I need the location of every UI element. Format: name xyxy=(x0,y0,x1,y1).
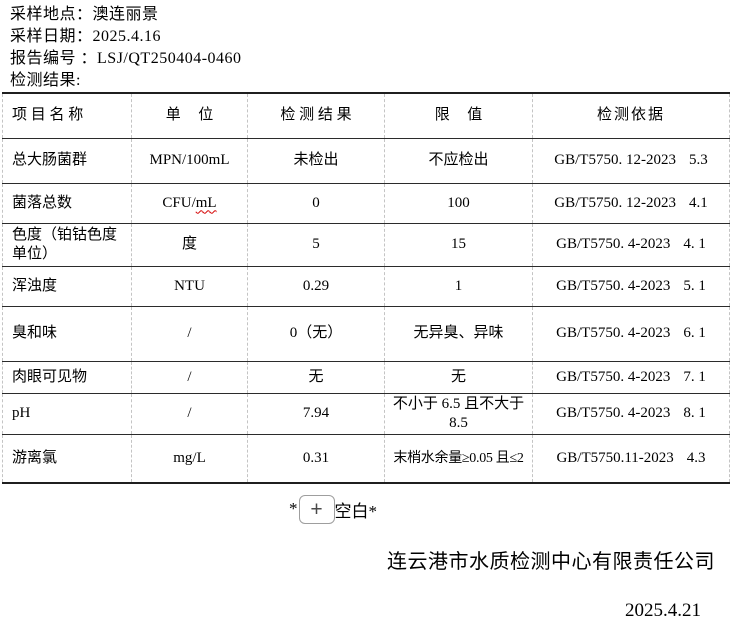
method-clause: 5.3 xyxy=(688,152,708,168)
result-cell: 无 xyxy=(247,361,385,394)
method-clause: 4.3 xyxy=(686,449,706,466)
blank-marker-text: 空白* xyxy=(334,501,378,521)
limit-cell: 末梢水余量≥0.05 且≤2 xyxy=(384,434,533,483)
method-clause: 6. 1 xyxy=(683,325,706,341)
unit-cell: MPN/100mL xyxy=(131,138,248,184)
table-row: 浑浊度 NTU 0.29 1 GB/T5750. 4-2023 5. 1 xyxy=(2,266,730,307)
item-name-cell: 菌落总数 xyxy=(2,183,132,224)
unit-cell: CFU/mL xyxy=(131,183,248,224)
blank-marker-prefix: * xyxy=(289,499,298,518)
blank-marker: * + 空白* xyxy=(288,493,732,525)
column-header-method: 检测依据 xyxy=(532,93,730,139)
limit-cell: 不小于 6.5 且不大于 8.5 xyxy=(384,393,533,435)
report-number-value: LSJ/QT250404-0460 xyxy=(97,50,242,67)
item-name-cell: 肉眼可见物 xyxy=(2,361,132,394)
method-standard: GB/T5750.11-2023 xyxy=(556,449,674,466)
limit-line-1: 不小于 6.5 且不大于 xyxy=(392,395,525,412)
item-name-cell: 色度（铂钴色度单位） xyxy=(2,223,132,267)
result-cell: 5 xyxy=(247,223,385,267)
limit-line-2: 8.5 xyxy=(449,414,468,431)
company-name: 连云港市水质检测中心有限责任公司 xyxy=(387,551,715,573)
column-header-result: 检 测 结 果 xyxy=(247,93,385,139)
column-header-unit: 单 位 xyxy=(131,93,248,139)
results-label: 检测结果: xyxy=(10,72,81,89)
result-cell: 0 xyxy=(247,183,385,224)
limit-cell: 不应检出 xyxy=(384,138,533,184)
method-standard: GB/T5750. 12-2023 xyxy=(554,194,676,211)
method-cell: GB/T5750. 12-2023 4.1 xyxy=(532,183,730,224)
limit-cell: 1 xyxy=(384,266,533,307)
unit-cell: 度 xyxy=(131,223,248,267)
method-cell: GB/T5750. 4-2023 8. 1 xyxy=(532,393,730,435)
method-clause: 4.1 xyxy=(688,194,708,211)
unit-cell: / xyxy=(131,306,248,362)
report-number-line: 报告编号 ：LSJ/QT250404-0460 xyxy=(10,48,732,70)
method-cell: GB/T5750. 4-2023 7. 1 xyxy=(532,361,730,394)
result-cell: 未检出 xyxy=(247,138,385,184)
result-cell: 0.29 xyxy=(247,266,385,307)
method-clause: 4. 1 xyxy=(683,236,706,252)
report-header: 采样地点：澳连丽景 采样日期：2025.4.16 报告编号 ：LSJ/QT250… xyxy=(0,0,732,92)
sample-date-value: 2025.4.16 xyxy=(92,28,162,45)
method-standard: GB/T5750. 12-2023 xyxy=(554,152,676,168)
method-cell: GB/T5750.11-2023 4.3 xyxy=(532,434,730,483)
method-standard: GB/T5750. 4-2023 xyxy=(556,277,671,294)
item-name-cell: 游离氯 xyxy=(2,434,132,483)
method-standard: GB/T5750. 4-2023 xyxy=(556,405,671,421)
table-row: 色度（铂钴色度单位） 度 5 15 GB/T5750. 4-2023 4. 1 xyxy=(2,223,730,267)
result-cell: 0.31 xyxy=(247,434,385,483)
unit-text-spellcheck: mL xyxy=(195,194,217,211)
sample-date-label: 采样日期： xyxy=(10,28,93,45)
insert-table-row-button[interactable]: + xyxy=(298,494,335,524)
item-name-cell: pH xyxy=(2,393,132,435)
result-cell: 7.94 xyxy=(247,393,385,435)
method-clause: 7. 1 xyxy=(683,368,706,385)
method-cell: GB/T5750. 12-2023 5.3 xyxy=(532,138,730,184)
item-name-cell: 浑浊度 xyxy=(2,266,132,307)
table-row: 游离氯 mg/L 0.31 末梢水余量≥0.05 且≤2 GB/T5750.11… xyxy=(2,434,730,483)
table-header-row: 项 目 名 称 单 位 检 测 结 果 限 值 检测依据 xyxy=(2,93,730,139)
unit-text: CFU/ xyxy=(162,194,196,211)
unit-cell: / xyxy=(131,393,248,435)
method-clause: 5. 1 xyxy=(683,277,706,294)
method-cell: GB/T5750. 4-2023 4. 1 xyxy=(532,223,730,267)
column-header-item-name: 项 目 名 称 xyxy=(2,93,132,139)
item-name-cell: 臭和味 xyxy=(2,306,132,362)
sample-location-label: 采样地点： xyxy=(10,6,93,23)
sample-location-line: 采样地点：澳连丽景 xyxy=(10,4,732,26)
report-number-label: 报告编号 ： xyxy=(10,50,98,67)
sample-location-value: 澳连丽景 xyxy=(92,6,159,23)
unit-cell: NTU xyxy=(131,266,248,307)
method-cell: GB/T5750. 4-2023 6. 1 xyxy=(532,306,730,362)
method-standard: GB/T5750. 4-2023 xyxy=(556,236,671,252)
column-header-limit: 限 值 xyxy=(384,93,533,139)
method-standard: GB/T5750. 4-2023 xyxy=(556,368,671,385)
table-row: 臭和味 / 0（无） 无异臭、异味 GB/T5750. 4-2023 6. 1 xyxy=(2,306,730,362)
table-row: pH / 7.94 不小于 6.5 且不大于 8.5 GB/T5750. 4-20… xyxy=(2,393,730,435)
unit-cell: / xyxy=(131,361,248,394)
table-row: 肉眼可见物 / 无 无 GB/T5750. 4-2023 7. 1 xyxy=(2,361,730,394)
limit-cell: 100 xyxy=(384,183,533,224)
item-name-cell: 总大肠菌群 xyxy=(2,138,132,184)
limit-cell: 15 xyxy=(384,223,533,267)
results-label-line: 检测结果: xyxy=(10,70,732,92)
unit-cell: mg/L xyxy=(131,434,248,483)
limit-cell: 无 xyxy=(384,361,533,394)
result-cell: 0（无） xyxy=(247,306,385,362)
sample-date-line: 采样日期：2025.4.16 xyxy=(10,26,732,48)
table-row: 菌落总数 CFU/mL 0 100 GB/T5750. 12-2023 4.1 xyxy=(2,183,730,224)
report-date: 2025.4.21 xyxy=(625,600,701,621)
method-cell: GB/T5750. 4-2023 5. 1 xyxy=(532,266,730,307)
method-clause: 8. 1 xyxy=(683,405,706,421)
table-row: 总大肠菌群 MPN/100mL 未检出 不应检出 GB/T5750. 12-20… xyxy=(2,138,730,184)
limit-cell: 无异臭、异味 xyxy=(384,306,533,362)
results-table: 项 目 名 称 单 位 检 测 结 果 限 值 检测依据 总大肠菌群 MPN/1… xyxy=(2,92,730,484)
method-standard: GB/T5750. 4-2023 xyxy=(556,325,671,341)
